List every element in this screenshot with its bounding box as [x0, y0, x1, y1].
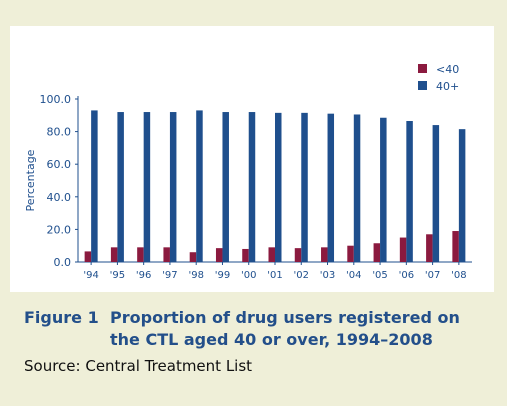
bar-under-40 [426, 234, 433, 262]
bar-40-plus [169, 112, 177, 262]
x-tick-label: '96 [136, 270, 151, 281]
y-tick-label: 100.0 [40, 93, 72, 106]
figure-title: Proportion of drug users registered on t… [110, 307, 494, 351]
bar-under-40 [268, 247, 275, 262]
bar-40-plus [301, 112, 308, 262]
bar-40-plus [196, 110, 203, 262]
figure-title-line-1: Proportion of drug users registered on [110, 308, 460, 327]
y-axis-title: Percentage [24, 149, 37, 211]
x-tick-label: '02 [294, 270, 309, 281]
bar-under-40 [189, 252, 197, 262]
bar-under-40 [373, 243, 381, 262]
legend-swatch [418, 64, 427, 73]
bar-40-plus [117, 112, 124, 262]
bar-under-40 [163, 247, 170, 262]
x-tick-label: '01 [267, 270, 282, 281]
bar-40-plus [432, 125, 440, 262]
bar-40-plus [380, 117, 387, 263]
bar-40-plus [406, 121, 413, 262]
bar-under-40 [399, 237, 407, 262]
bar-40-plus [91, 110, 98, 262]
bar-under-40 [242, 248, 249, 262]
bar-40-plus [275, 112, 282, 262]
x-tick-label: '99 [215, 270, 230, 281]
y-tick-label: 0.0 [54, 256, 72, 269]
x-tick-label: '95 [110, 270, 125, 281]
legend-swatch [418, 81, 427, 90]
bar-40-plus [458, 129, 466, 262]
figure-caption: Figure 1 Proportion of drug users regist… [24, 307, 494, 375]
legend-label: <40 [436, 63, 459, 76]
bar-40-plus [353, 114, 361, 262]
bar-under-40 [137, 247, 144, 262]
bar-40-plus [327, 113, 335, 262]
bar-under-40 [294, 248, 302, 262]
x-tick-label: '04 [346, 270, 361, 281]
bar-under-40 [321, 247, 328, 262]
chart-panel: 0.0 20.0 40.0 60.0 80.0 100.0 Percentage '94 '95… [10, 26, 494, 292]
x-tick-label: '98 [188, 270, 203, 281]
y-tick-label: 80.0 [47, 126, 72, 139]
bar-under-40 [347, 245, 354, 262]
bar-under-40 [84, 251, 92, 262]
y-tick-label: 60.0 [47, 158, 72, 171]
y-tick-label: 20.0 [47, 223, 72, 236]
bar-under-40 [452, 231, 459, 262]
x-tick-label: '07 [425, 270, 440, 281]
x-tick-label: '97 [162, 270, 177, 281]
bar-chart: 0.0 20.0 40.0 60.0 80.0 100.0 Percentage '94 '95… [24, 63, 472, 281]
x-tick-label: '94 [83, 270, 98, 281]
x-tick-label: '03 [320, 270, 335, 281]
legend-label: 40+ [436, 80, 459, 93]
y-tick-label: 40.0 [47, 191, 72, 204]
figure-title-line-2: the CTL aged 40 or over, 1994–2008 [110, 330, 433, 349]
figure-source: Source: Central Treatment List [24, 357, 253, 375]
figure-label: Figure 1 [24, 308, 99, 327]
bar-40-plus [248, 112, 256, 262]
bar-40-plus [143, 112, 151, 262]
x-tick-label: '00 [241, 270, 256, 281]
x-tick-label: '05 [372, 270, 387, 281]
bar-40-plus [222, 112, 229, 262]
x-tick-label: '08 [451, 270, 466, 281]
bar-under-40 [110, 247, 118, 262]
x-tick-label: '06 [399, 270, 414, 281]
bar-under-40 [215, 248, 223, 262]
